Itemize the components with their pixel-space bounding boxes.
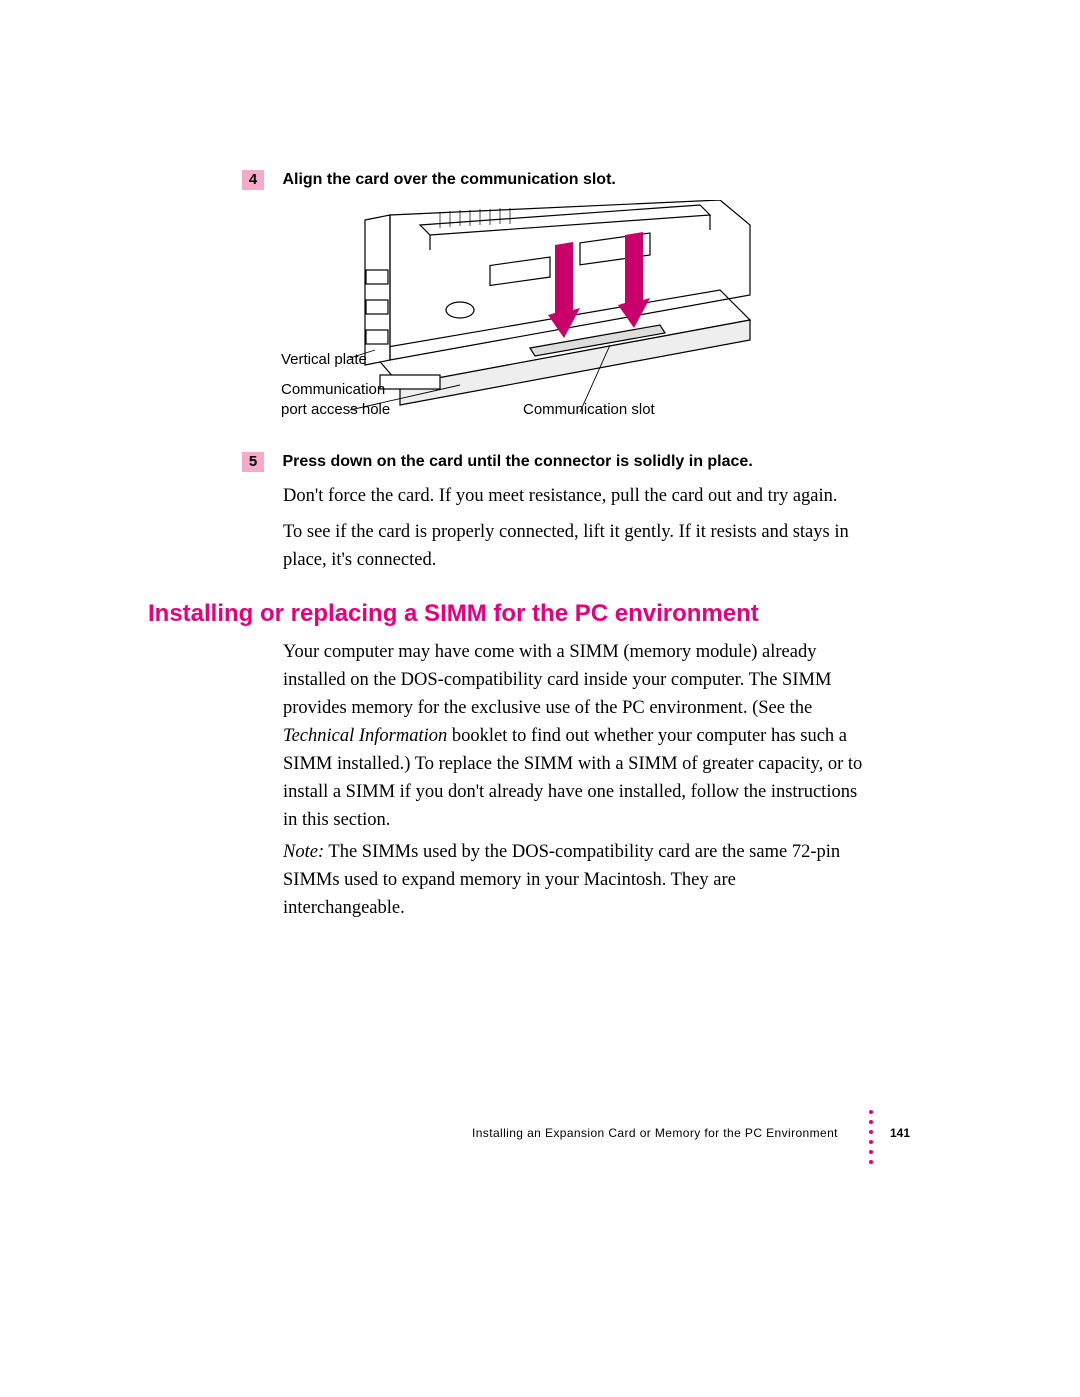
label-comm-port-1: Communication [281, 380, 385, 400]
manual-page: 4 Align the card over the communication … [0, 0, 1080, 1397]
step-5: 5 Press down on the card until the conne… [242, 452, 753, 472]
footer-dots [869, 1110, 875, 1170]
para-note: Note: The SIMMs used by the DOS-compatib… [283, 838, 853, 922]
section-heading: Installing or replacing a SIMM for the P… [148, 600, 759, 628]
para-simm-intro: Your computer may have come with a SIMM … [283, 638, 863, 834]
para-simm-a: Your computer may have come with a SIMM … [283, 642, 831, 718]
footer-chapter: Installing an Expansion Card or Memory f… [472, 1126, 838, 1140]
label-comm-slot: Communication slot [523, 400, 655, 420]
label-comm-port-2: port access hole [281, 400, 390, 420]
step-4-text: Align the card over the communication sl… [282, 170, 615, 190]
step-4: 4 Align the card over the communication … [242, 170, 616, 190]
label-vertical-plate: Vertical plate [281, 350, 367, 370]
note-text: The SIMMs used by the DOS-compatibility … [283, 842, 840, 918]
step-4-number: 4 [242, 170, 264, 190]
page-number: 141 [890, 1126, 910, 1140]
para-check-connection: To see if the card is properly connected… [283, 518, 853, 574]
para-simm-italic: Technical Information [283, 726, 447, 746]
step-5-text: Press down on the card until the connect… [282, 452, 752, 472]
note-label: Note: [283, 842, 324, 862]
step-5-number: 5 [242, 452, 264, 472]
para-dont-force: Don't force the card. If you meet resist… [283, 482, 853, 510]
